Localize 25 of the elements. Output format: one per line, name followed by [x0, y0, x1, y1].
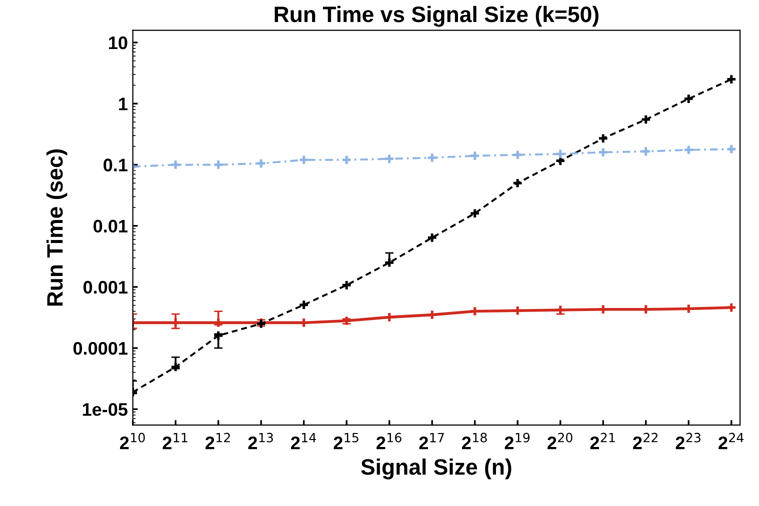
x-tick-label: 2$^{22}$	[633, 432, 658, 450]
y-tick-label: 0.0001	[73, 342, 128, 355]
x-tick-label: 2$^{24}$	[718, 432, 744, 450]
x-tick-label: 2$^{13}$	[248, 432, 273, 450]
x-tick-label: 2$^{18}$	[462, 432, 487, 450]
x-tick-label: 2$^{16}$	[376, 432, 402, 450]
x-tick-label: 2$^{11}$	[162, 432, 188, 450]
y-tick-label: 0.1	[104, 158, 128, 172]
x-tick-label: 2$^{10}$	[120, 432, 145, 450]
x-tick-label: 2$^{14}$	[291, 432, 316, 450]
x-tick-label: 2$^{15}$	[334, 432, 358, 450]
y-tick-label: 1e-05	[82, 403, 128, 416]
x-tick-label: 2$^{17}$	[419, 432, 444, 450]
x-tick-label: 2$^{23}$	[676, 432, 700, 450]
y-tick-label: 10	[109, 36, 128, 50]
x-tick-label: 2$^{20}$	[548, 432, 572, 450]
chart-title: Run Time vs Signal Size (k=50)	[274, 6, 598, 27]
y-tick-label: 1	[119, 98, 128, 110]
x-tick-label: 2$^{12}$	[206, 432, 230, 450]
y-axis-title: Run Time (sec)	[46, 149, 68, 306]
x-tick-label: 2$^{19}$	[504, 432, 530, 450]
y-tick-label: 0.01	[94, 220, 128, 233]
x-axis-title: Signal Size (n)	[361, 458, 512, 480]
x-tick-label: 2$^{21}$	[590, 432, 615, 450]
y-tick-label: 0.001	[84, 280, 128, 294]
